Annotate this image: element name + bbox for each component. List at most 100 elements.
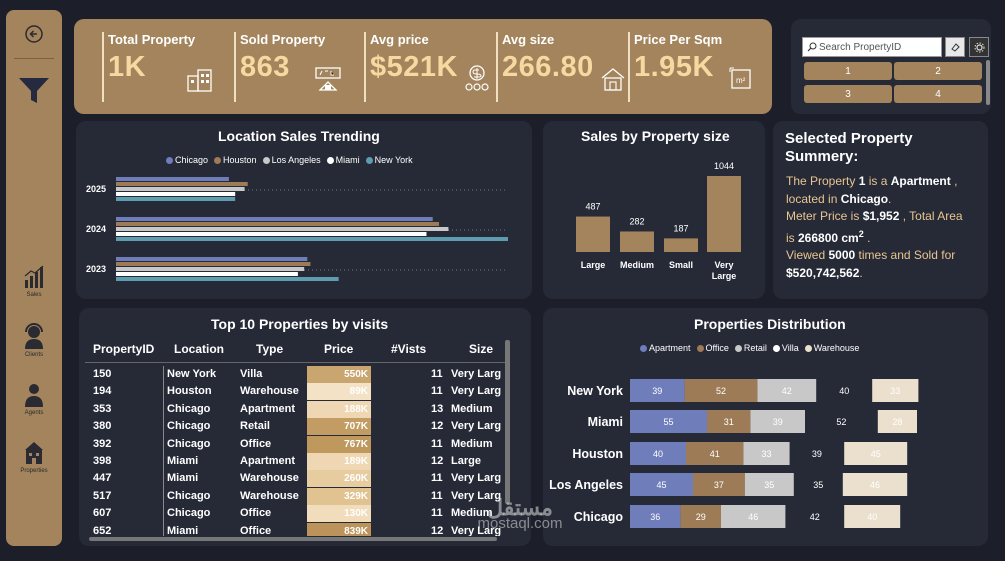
bar-chart-icon bbox=[24, 265, 44, 288]
location-cell: Chicago bbox=[167, 489, 211, 502]
table-row[interactable]: 550K 150 New York Villa 11 Very Larg bbox=[79, 366, 507, 383]
kpi-avg-price: Avg price $521K bbox=[364, 32, 492, 102]
visits-cell: 12 bbox=[431, 455, 444, 467]
y-tick-label: 2023 bbox=[86, 264, 106, 274]
bar-houston bbox=[116, 222, 440, 226]
chart-title: Location Sales Trending bbox=[218, 128, 380, 144]
price-cell: 767K bbox=[307, 435, 371, 453]
kpi-price-per-sqm: Price Per Sqm 1.95K m² bbox=[628, 32, 758, 102]
sidebar-item-label: Properties bbox=[20, 468, 48, 474]
table-vertical-scrollbar[interactable] bbox=[505, 340, 510, 504]
size-cell: Very Larg bbox=[451, 489, 502, 502]
y-tick-label: Los Angeles bbox=[549, 478, 623, 492]
data-label: 31 bbox=[724, 417, 734, 427]
sidebar-item-properties[interactable]: Properties bbox=[6, 440, 62, 474]
location-cell: Chicago bbox=[167, 507, 211, 520]
size-cell: Medium bbox=[451, 437, 493, 450]
sidebar-item-sales[interactable]: Sales bbox=[6, 264, 62, 298]
table-row[interactable]: 329K 517 Chicago Warehouse 11 Very Larg bbox=[79, 487, 507, 505]
sold-sign-icon bbox=[315, 67, 341, 91]
column-header[interactable]: Type bbox=[256, 342, 284, 356]
table-row[interactable]: 839K 652 Miami Office 12 Very Larg bbox=[79, 522, 507, 536]
legend-item: Office bbox=[696, 343, 729, 353]
kpi-title: Sold Property bbox=[240, 32, 326, 47]
type-cell: Office bbox=[240, 524, 272, 536]
size-cell: Large bbox=[451, 455, 481, 467]
data-label: 46 bbox=[870, 480, 880, 490]
bar-houston bbox=[116, 262, 311, 266]
price-cell: 89K bbox=[307, 383, 371, 401]
y-tick-label: Chicago bbox=[574, 510, 624, 524]
type-cell: Warehouse bbox=[240, 489, 299, 502]
location-cell: Miami bbox=[167, 455, 199, 467]
data-label: 46 bbox=[748, 512, 758, 522]
area-m2-icon: m² bbox=[729, 67, 751, 89]
search-input[interactable]: Search PropertyID bbox=[802, 37, 942, 57]
segment-apartment bbox=[630, 379, 685, 402]
column-divider bbox=[163, 366, 164, 536]
kpi-sold-property: Sold Property 863 bbox=[234, 32, 362, 102]
sidebar: Sales Clients Agents bbox=[6, 10, 62, 546]
column-header[interactable]: #Vists bbox=[391, 342, 427, 356]
sidebar-item-agents[interactable]: Agents bbox=[6, 382, 62, 416]
sidebar-item-clients[interactable]: Clients bbox=[6, 322, 62, 358]
back-button[interactable] bbox=[6, 24, 62, 44]
building-icon bbox=[187, 69, 212, 92]
visits-cell: 12 bbox=[431, 524, 444, 536]
sidebar-divider bbox=[14, 58, 54, 59]
legend-item: Villa bbox=[772, 343, 799, 353]
slicer-chip[interactable]: 4 bbox=[894, 85, 982, 103]
distribution-panel: Properties Distribution Apartment Office… bbox=[543, 308, 988, 546]
filter-button[interactable] bbox=[6, 76, 62, 106]
column-header[interactable]: Price bbox=[324, 342, 354, 356]
column-header[interactable]: Size bbox=[469, 342, 494, 356]
bar-new-york bbox=[116, 237, 508, 241]
data-label: 28 bbox=[892, 417, 902, 427]
table-row[interactable]: 189K 398 Miami Apartment 12 Large bbox=[79, 453, 507, 470]
slicer-chip[interactable]: 2 bbox=[894, 62, 982, 80]
table-row[interactable]: 130K 607 Chicago Office 11 Medium bbox=[79, 505, 507, 523]
slicer-chip[interactable]: 1 bbox=[804, 62, 892, 80]
column-header[interactable]: PropertyID bbox=[93, 342, 155, 356]
segment-office bbox=[686, 442, 744, 465]
segment-retail bbox=[744, 473, 794, 496]
kpi-avg-size: Avg size 266.80 bbox=[496, 32, 625, 102]
data-label: 36 bbox=[650, 512, 660, 522]
table-row[interactable]: 707K 380 Chicago Retail 12 Very Larg bbox=[79, 418, 507, 436]
kpi-title: Avg size bbox=[502, 32, 555, 47]
slicer-chip[interactable]: 3 bbox=[804, 85, 892, 103]
table-row[interactable]: 89K 194 Houston Warehouse 11 Very Larg bbox=[79, 383, 507, 401]
trend-chart: 2025 2024 2023 bbox=[86, 177, 508, 281]
summary-panel: Selected Property Summery: bbox=[773, 121, 988, 299]
slicer-scrollbar[interactable] bbox=[986, 60, 990, 105]
slicer-options-button[interactable] bbox=[969, 37, 989, 57]
clear-selection-button[interactable] bbox=[945, 37, 965, 57]
bar-los-angeles bbox=[116, 267, 305, 271]
segment-office bbox=[680, 505, 721, 528]
bar-houston bbox=[116, 182, 248, 186]
segment-retail bbox=[721, 505, 786, 528]
location-cell: Miami bbox=[167, 472, 199, 485]
visits-cell: 11 bbox=[431, 507, 443, 520]
table-body: 550K 150 New York Villa 11 Very Larg 89K 194 Hou… bbox=[79, 366, 507, 536]
legend-item: Los Angeles bbox=[262, 155, 321, 165]
y-tick-label: Houston bbox=[572, 447, 623, 461]
y-tick-label: Miami bbox=[588, 415, 623, 429]
legend-item: Chicago bbox=[166, 155, 208, 165]
visits-cell: 12 bbox=[431, 420, 444, 433]
chart-legend: Chicago Houston Los Angeles Miami New Yo… bbox=[166, 155, 413, 165]
column-header[interactable]: Location bbox=[174, 342, 224, 356]
summary-line: located in Chicago. bbox=[786, 191, 892, 206]
table-row[interactable]: 767K 392 Chicago Office 11 Medium bbox=[79, 435, 507, 453]
legend-item: Warehouse bbox=[804, 343, 859, 353]
price-cell: 707K bbox=[307, 418, 371, 436]
type-cell: Villa bbox=[240, 368, 263, 380]
legend-item: Miami bbox=[326, 155, 360, 165]
summary-line: Meter Price is $1,952 , Total Area bbox=[786, 209, 963, 223]
table-row[interactable]: 260K 447 Miami Warehouse 11 Very Larg bbox=[79, 470, 507, 488]
x-tick-label: Very bbox=[714, 260, 733, 270]
id-cell: 447 bbox=[93, 472, 112, 485]
table-row[interactable]: 188K 353 Chicago Apartment 13 Medium bbox=[79, 400, 507, 418]
table-horizontal-scrollbar[interactable] bbox=[89, 537, 497, 541]
